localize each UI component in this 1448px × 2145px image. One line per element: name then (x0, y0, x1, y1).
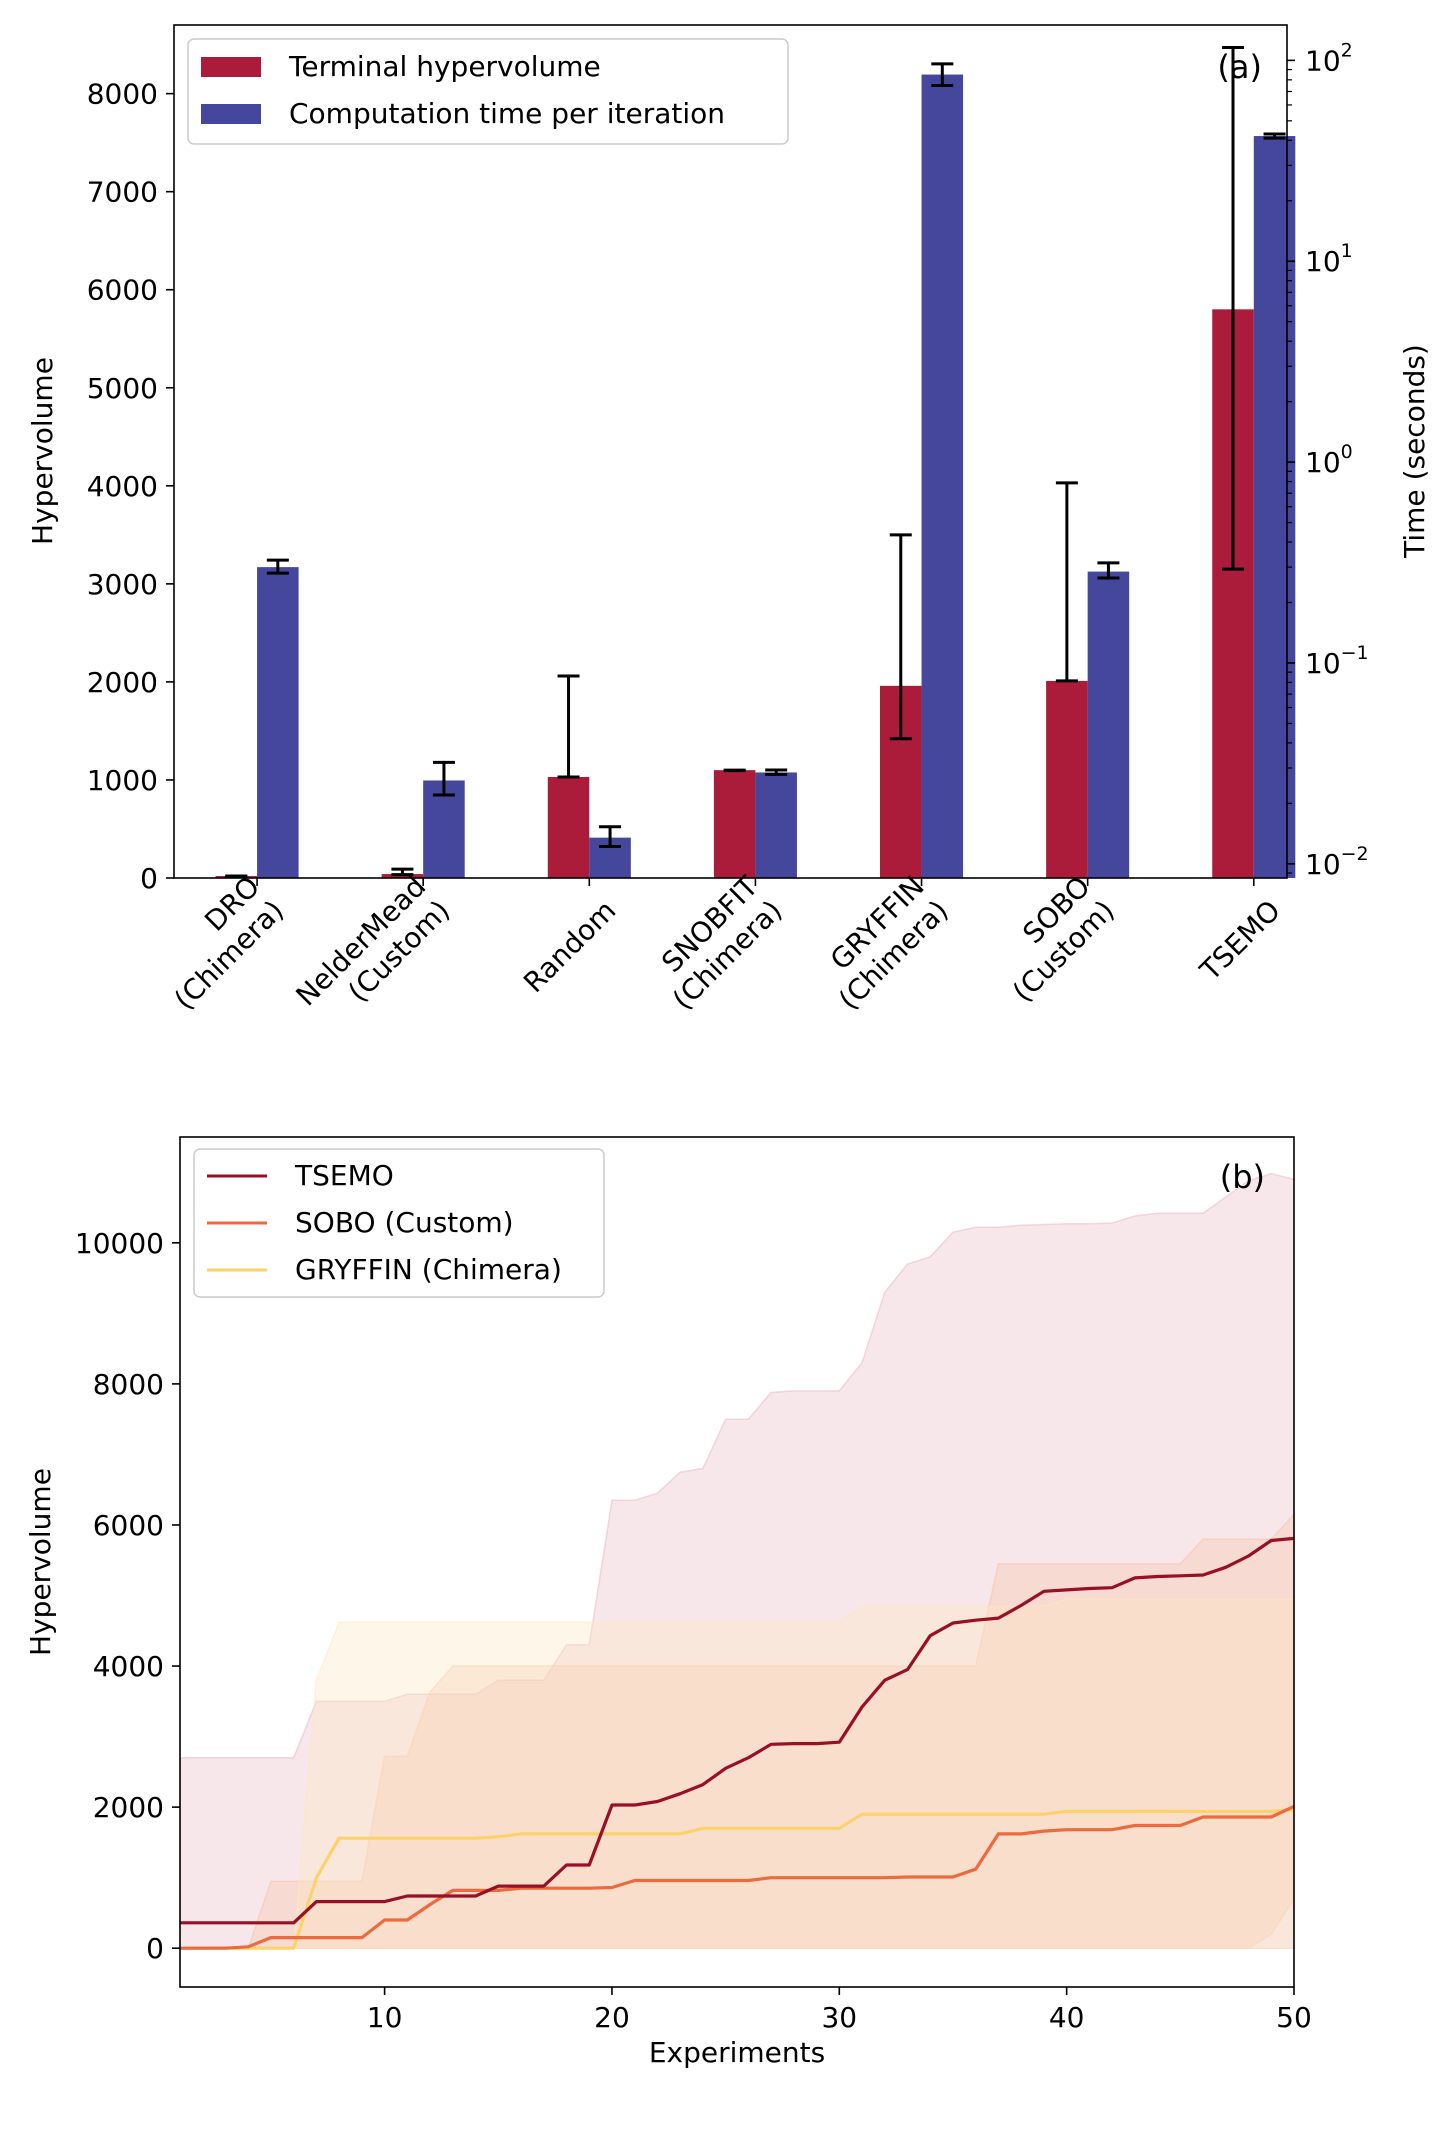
y2-tick-label: 10−2 (1305, 843, 1369, 881)
b-xlabel: Experiments (649, 2036, 825, 2069)
y2-tick-label: 10−1 (1305, 642, 1369, 680)
b-series-lines (180, 1536, 1295, 1950)
series-line-0 (180, 1536, 1295, 1925)
y-tick-label: 1000 (87, 764, 158, 797)
bar-hypervolume (1046, 680, 1088, 878)
a-ylabel: Hypervolume (26, 357, 59, 545)
y-tick-label: 10000 (75, 1227, 164, 1260)
y-tick-label: 4000 (93, 1650, 164, 1683)
b-ylabel: Hypervolume (24, 1468, 57, 1656)
a-left-axis-ticks: 0 1000 2000 3000 4000 5000 6000 7000 8000 (87, 78, 174, 895)
y-tick-label: 2000 (87, 666, 158, 699)
a-panel-label: (a) (1217, 48, 1262, 86)
series-line-1 (180, 1804, 1295, 1950)
a-legend-swatch-terminal (201, 57, 261, 77)
y-tick-label: 2000 (93, 1791, 164, 1824)
x-tick-label: 10 (367, 2001, 403, 2034)
b-legend-box (193, 1148, 605, 1298)
y-tick-label: 8000 (87, 78, 158, 111)
y-tick-label: 0 (146, 1932, 164, 1965)
b-panel-label: (b) (1220, 1158, 1265, 1196)
y-tick-label: 5000 (87, 372, 158, 405)
bar-time (1087, 571, 1130, 878)
y-tick-label: 6000 (87, 274, 158, 307)
a-legend-swatch-time (201, 104, 261, 124)
bar-time (423, 780, 465, 878)
a-legend-box (187, 38, 789, 145)
x-tick-label: 30 (821, 2001, 857, 2034)
a-legend-label-terminal: Terminal hypervolume (288, 50, 601, 83)
x-tick-label: 20 (594, 2001, 630, 2034)
bar-hypervolume (547, 777, 590, 878)
a-plot-frame (173, 24, 1288, 879)
a-ylabel-right: Time (seconds) (1398, 344, 1431, 559)
series-line-2 (180, 1808, 1295, 1950)
y-tick-label: 6000 (93, 1509, 164, 1542)
a-legend-label-time: Computation time per iteration (289, 97, 725, 130)
b-y-axis-ticks: 0 2000 4000 6000 8000 10000 (75, 1227, 180, 1965)
bar-time (921, 74, 964, 879)
bar-time (755, 772, 797, 878)
y-tick-label: 0 (140, 862, 158, 895)
bar-hypervolume (713, 770, 756, 878)
bar-time (257, 567, 299, 878)
y-tick-label: 4000 (87, 470, 158, 503)
y-tick-label: 8000 (93, 1368, 164, 1401)
panel-b-line-chart: 0 2000 4000 6000 8000 10000 10 20 30 40 50 Hyperv… (24, 1136, 1312, 2069)
a-legend: Terminal hypervolume Computation time pe… (187, 38, 789, 145)
b-legend-label-gryffin: GRYFFIN (Chimera) (295, 1253, 562, 1286)
x-tick-label: 40 (1049, 2001, 1085, 2034)
b-legend-label-tsemo: TSEMO (294, 1159, 394, 1192)
y-tick-label: 7000 (87, 176, 158, 209)
b-x-axis-ticks: 10 20 30 40 50 (367, 1987, 1312, 2034)
y-tick-label: 3000 (87, 568, 158, 601)
b-legend: TSEMO SOBO (Custom) GRYFFIN (Chimera) (193, 1148, 605, 1298)
band-2 (180, 1598, 1295, 1949)
x-tick-label: 50 (1276, 2001, 1312, 2034)
b-legend-label-sobo: SOBO (Custom) (295, 1206, 514, 1239)
a-error-bars (225, 46, 1286, 878)
b-plot-frame (179, 1136, 1295, 1988)
